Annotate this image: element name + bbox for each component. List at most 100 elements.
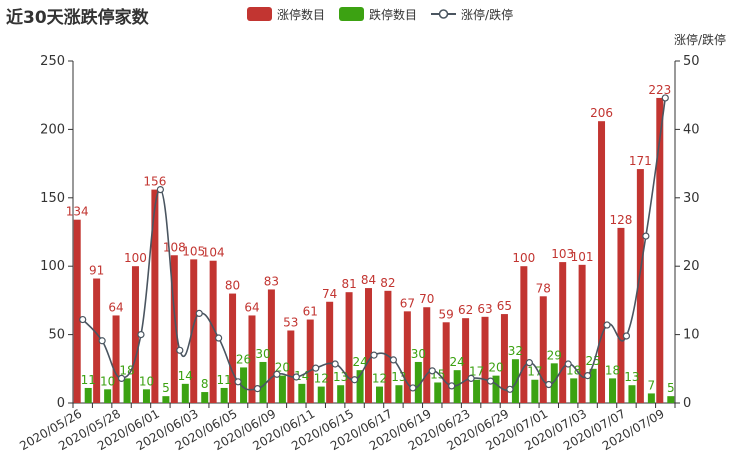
y-left-tick-label: 250 (40, 54, 65, 69)
bar-up-value-label: 64 (244, 300, 259, 314)
bar-up-value-label: 91 (89, 264, 104, 278)
bar-down (162, 396, 170, 403)
ratio-point (584, 372, 592, 380)
y-left-tick-label: 50 (48, 328, 65, 343)
y-right-tick-label: 20 (683, 259, 700, 274)
bar-down-value-label: 24 (352, 355, 367, 369)
bar-down-value-label: 20 (488, 361, 503, 375)
bar-down (84, 387, 92, 403)
bar-up (578, 264, 586, 403)
bar-down (453, 370, 461, 403)
bar-up-value-label: 83 (264, 274, 279, 288)
ratio-point (467, 374, 475, 382)
bar-down-value-label: 17 (527, 365, 542, 379)
bar-up-value-label: 100 (512, 251, 535, 265)
bar-up-value-label: 156 (143, 175, 166, 189)
bar-up-value-label: 74 (322, 287, 337, 301)
bar-down (278, 375, 286, 403)
bar-down-value-label: 29 (547, 348, 562, 362)
ratio-point (564, 360, 572, 368)
y-left-tick-label: 0 (57, 396, 65, 411)
ratio-point (622, 332, 631, 340)
ratio-point (215, 334, 223, 342)
ratio-point (642, 232, 650, 240)
ratio-point (486, 377, 495, 385)
bar-up (151, 189, 159, 403)
bar-down (104, 389, 112, 403)
bar-up (326, 301, 334, 403)
legend-swatch-up (247, 7, 272, 21)
ratio-point (137, 331, 145, 339)
legend-item-ratio[interactable]: 涨停/跌停 (431, 6, 513, 23)
bar-down (142, 389, 150, 403)
bar-down-value-label: 14 (178, 369, 193, 383)
bar-up-value-label: 81 (341, 277, 356, 291)
bar-down-value-label: 11 (217, 373, 232, 387)
ratio-point (370, 351, 378, 359)
bar-up (403, 311, 411, 403)
bar-down (570, 378, 578, 403)
bar-down (473, 379, 481, 403)
bar-up-value-label: 82 (380, 276, 395, 290)
ratio-point (389, 356, 398, 364)
bar-down-value-label: 7 (648, 378, 656, 392)
bar-down (414, 361, 422, 403)
ratio-point (350, 376, 359, 384)
bar-up-value-label: 70 (419, 292, 434, 306)
ratio-point (79, 315, 87, 324)
bar-up (559, 262, 567, 403)
bar-up-value-label: 100 (124, 251, 147, 265)
bar-up-value-label: 80 (225, 279, 240, 293)
bar-up-value-label: 101 (571, 250, 594, 264)
legend-item-down[interactable]: 跌停数目 (339, 6, 417, 23)
ratio-point (176, 346, 184, 354)
ratio-point (253, 385, 262, 393)
bar-down (240, 367, 248, 403)
bar-up (617, 227, 625, 403)
bar-up (520, 266, 528, 403)
bar-down-value-label: 18 (605, 363, 620, 377)
bar-down-value-label: 10 (139, 374, 154, 388)
bar-down-value-label: 25 (585, 354, 600, 368)
bar-up-value-label: 84 (361, 273, 376, 287)
bar-down (356, 370, 364, 403)
y-right-axis-name: 涨停/跌停 (674, 32, 726, 47)
y-right-tick-label: 50 (683, 54, 700, 69)
bar-down-value-label: 10 (100, 374, 115, 388)
ratio-point (312, 364, 320, 372)
bar-down (181, 383, 189, 403)
ratio-point (156, 185, 164, 194)
bar-up-value-label: 134 (66, 205, 89, 219)
bar-down (220, 387, 228, 403)
bar-up (423, 307, 431, 403)
ratio-point (195, 309, 203, 317)
bar-up (73, 219, 81, 403)
bar-down (531, 379, 539, 403)
bar-down-value-label: 11 (81, 373, 96, 387)
chart-title: 近30天涨跌停家数 (6, 8, 149, 28)
bar-down-value-label: 5 (162, 381, 170, 395)
bar-up-value-label: 61 (303, 305, 318, 319)
bar-down (609, 378, 617, 403)
bar-down (550, 363, 558, 403)
legend-label-down: 跌停数目 (369, 7, 418, 22)
ratio-point (603, 321, 611, 329)
bar-up (190, 259, 198, 403)
legend-line-icon (431, 9, 457, 19)
bar-down (667, 396, 675, 403)
bar-up (306, 319, 314, 403)
bar-up (636, 169, 644, 403)
bar-up (229, 293, 237, 403)
legend-item-up[interactable]: 涨停数目 (247, 6, 325, 23)
bar-down (201, 392, 209, 403)
bar-up-value-label: 59 (439, 307, 454, 321)
bar-down-value-label: 13 (333, 370, 348, 384)
y-left-tick-label: 200 (40, 122, 65, 137)
bar-down-value-label: 5 (667, 381, 675, 395)
bar-up-value-label: 223 (648, 83, 671, 97)
bar-up (500, 314, 508, 403)
bar-down-value-label: 32 (508, 344, 523, 358)
bar-down-value-label: 18 (119, 363, 134, 377)
bar-up-value-label: 64 (108, 300, 123, 314)
